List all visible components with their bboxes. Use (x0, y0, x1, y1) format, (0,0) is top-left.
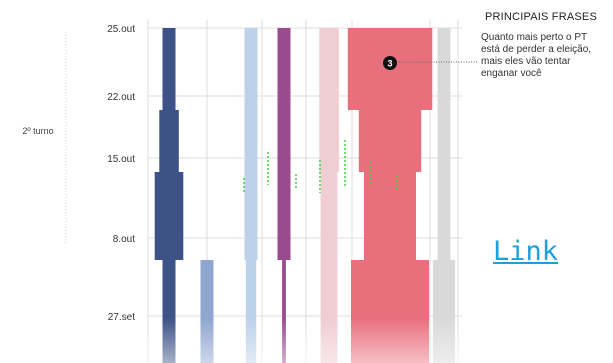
annotation-text: Quanto mais perto o PT está de perder a … (481, 32, 592, 79)
stream-series-2 (200, 28, 214, 363)
annotation-marker-label: 3 (387, 59, 392, 69)
link[interactable]: Link (493, 236, 559, 267)
phase-label: 2º turno (22, 126, 53, 136)
highlight-layer (243, 140, 398, 193)
stream-series-1 (154, 28, 184, 363)
y-tick-label: 15.out (107, 154, 135, 165)
stream-series-7 (432, 28, 456, 363)
y-tick-label: 8.out (113, 234, 135, 245)
y-tick-label: 22.out (107, 92, 135, 103)
y-tick-label: 27.set (108, 312, 135, 323)
annotation-title: PRINCIPAIS FRASES (485, 11, 597, 23)
stream-series-3 (244, 28, 258, 363)
stream-layer (154, 28, 456, 363)
annotation-marker-layer: 3 (383, 56, 478, 70)
stream-series-5 (319, 28, 339, 363)
annotation-marker (383, 56, 397, 70)
stream-series-4 (277, 28, 291, 363)
y-tick-label: 25.out (107, 24, 135, 35)
y-axis: 25.out 22.out 15.out 8.out 27.set 2º turno (22, 24, 135, 323)
stream-series-6 (347, 28, 433, 363)
